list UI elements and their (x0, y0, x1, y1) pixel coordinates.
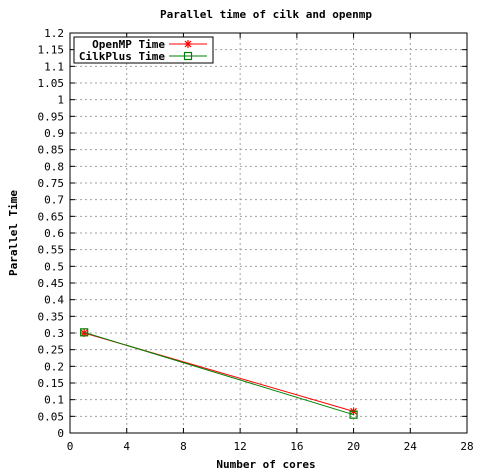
axis-ticks: 0 0.05 0.1 0.15 0.2 0.25 0.3 0.35 0.4 0.45 0.5 0.55… (38, 27, 474, 453)
data-point (80, 328, 89, 337)
y-tick-label: 1.05 (38, 77, 65, 90)
y-tick-label: 0.4 (44, 294, 64, 307)
y-tick-label: 0.8 (44, 160, 64, 173)
x-tick-label: 4 (123, 440, 130, 453)
x-tick-label: 20 (347, 440, 360, 453)
data-point (349, 410, 358, 419)
y-tick-label: 1.2 (44, 27, 64, 40)
x-tick-label: 0 (67, 440, 74, 453)
legend-label: OpenMP Time (92, 38, 165, 51)
x-tick-label: 28 (460, 440, 473, 453)
y-tick-label: 0.1 (44, 394, 64, 407)
chart-title: Parallel time of cilk and openmp (160, 8, 372, 21)
y-axis-title: Parallel Time (7, 190, 20, 276)
series-line-2 (84, 331, 354, 416)
y-tick-label: 0.85 (38, 144, 65, 157)
x-tick-label: 24 (404, 440, 418, 453)
y-tick-label: 0.75 (38, 177, 65, 190)
plot-frame (69, 32, 468, 434)
x-axis-title: Number of cores (216, 458, 315, 470)
y-tick-label: 0.35 (38, 310, 65, 323)
legend-marker (184, 40, 192, 48)
y-tick-label: 0.9 (44, 127, 64, 140)
y-tick-label: 0.65 (38, 210, 65, 223)
y-tick-label: 0.05 (38, 410, 65, 423)
legend-marker (183, 51, 193, 61)
grid (70, 33, 467, 433)
y-tick-label: 1.15 (38, 44, 65, 57)
y-tick-label: 1 (57, 94, 64, 107)
y-tick-label: 0.45 (38, 277, 65, 290)
y-tick-label: 1.1 (44, 60, 64, 73)
x-tick-label: 16 (290, 440, 303, 453)
y-tick-label: 0.5 (44, 260, 64, 273)
x-tick-label: 12 (234, 440, 247, 453)
y-tick-label: 0 (57, 427, 64, 440)
x-tick-label: 8 (180, 440, 187, 453)
y-tick-label: 0.25 (38, 344, 65, 357)
star-stroke (80, 329, 88, 337)
star-stroke (184, 40, 192, 48)
y-tick-label: 0.95 (38, 110, 65, 123)
series (80, 328, 358, 419)
y-tick-label: 0.6 (44, 227, 64, 240)
y-tick-label: 0.7 (44, 194, 64, 207)
y-tick-label: 0.3 (44, 327, 64, 340)
y-tick-label: 0.2 (44, 360, 64, 373)
y-tick-label: 0.55 (38, 244, 65, 257)
legend-label: CilkPlus Time (79, 50, 165, 63)
y-tick-label: 0.15 (38, 377, 65, 390)
